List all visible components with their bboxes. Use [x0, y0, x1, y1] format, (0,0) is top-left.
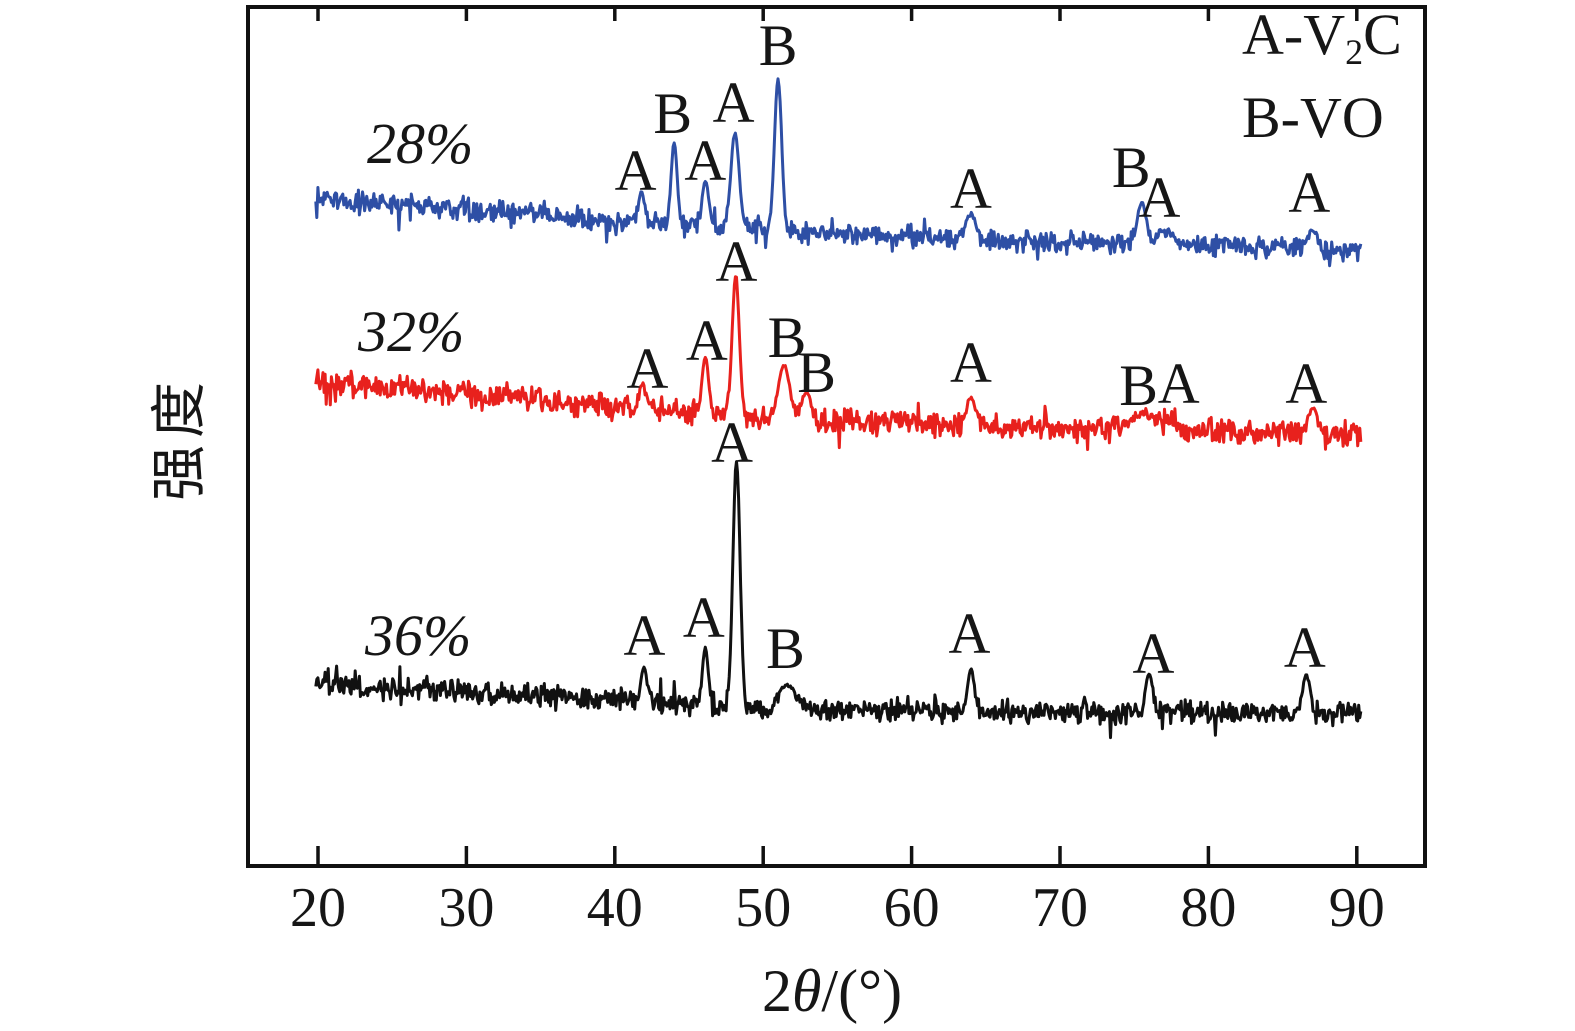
peak-label-36%-A-2: A	[711, 410, 753, 475]
peak-label-32%-A-5: A	[950, 330, 992, 395]
peak-label-32%-B-4: B	[797, 340, 836, 405]
xrd-curve-32%	[314, 275, 1363, 451]
legend-entry-b-text: B-VO	[1242, 85, 1384, 151]
peak-label-36%-A-4: A	[948, 601, 991, 666]
peak-label-32%-A-1: A	[685, 308, 728, 373]
peak-label-36%-A-5: A	[1132, 621, 1175, 686]
peak-label-28%-A-0: A	[614, 138, 657, 203]
x-tick-label-90: 90	[1328, 877, 1385, 939]
x-tick-label-80: 80	[1180, 877, 1237, 939]
sample-label-28%: 28%	[367, 111, 474, 176]
xrd-curve-28%	[314, 77, 1363, 268]
peak-label-28%-A-5: A	[950, 156, 992, 221]
legend-entry-a-text: A-V	[1242, 2, 1346, 67]
legend-entry-a: A-V2C	[1242, 2, 1402, 85]
x-axis-title: 2θ/(°)	[762, 958, 902, 1024]
legend-entry-a-subscript: 2	[1345, 32, 1364, 73]
axis-ticks	[316, 9, 1359, 866]
peak-label-32%-A-0: A	[626, 336, 669, 401]
x-tick-label-30: 30	[438, 877, 495, 939]
x-tick-label-60: 60	[883, 877, 940, 939]
sample-label-36%: 36%	[365, 603, 472, 668]
peak-label-32%-A-8: A	[1285, 351, 1328, 416]
x-axis-title-post: /(°)	[821, 958, 903, 1024]
x-tick-label-20: 20	[290, 877, 346, 939]
sample-label-32%: 32%	[358, 299, 465, 364]
peak-label-32%-A-2: A	[715, 229, 758, 294]
x-axis-title-pre: 2	[761, 958, 792, 1024]
peak-label-28%-B-6: B	[1111, 135, 1151, 200]
legend: A-V2C B-VO	[1242, 2, 1402, 168]
x-axis-title-theta: θ	[791, 958, 822, 1024]
peak-label-32%-A-7: A	[1157, 351, 1200, 416]
legend-entry-a-suffix: C	[1363, 2, 1402, 67]
peak-label-36%-B-3: B	[766, 616, 805, 681]
peak-label-28%-B-4: B	[758, 13, 798, 78]
peak-label-28%-A-2: A	[684, 128, 727, 193]
xrd-curves	[314, 77, 1363, 740]
plot-frame	[246, 5, 1427, 868]
peak-label-32%-B-6: B	[1119, 353, 1158, 418]
peak-label-32%-B-3: B	[767, 305, 807, 370]
peak-label-36%-A-1: A	[682, 585, 725, 650]
x-tick-label-50: 50	[735, 877, 792, 939]
peak-label-36%-A-6: A	[1283, 615, 1326, 680]
legend-entry-b: B-VO	[1242, 85, 1402, 168]
y-axis-title: 强度	[149, 375, 212, 501]
x-tick-label-40: 40	[586, 877, 643, 939]
peak-label-28%-B-1: B	[653, 81, 693, 146]
peak-label-28%-A-7: A	[1138, 165, 1181, 230]
xrd-curve-36%	[314, 460, 1363, 740]
peak-label-28%-A-8: A	[1288, 160, 1331, 225]
peak-label-36%-A-0: A	[623, 603, 666, 668]
x-tick-label-70: 70	[1032, 877, 1088, 939]
peak-label-28%-A-3: A	[712, 70, 755, 135]
